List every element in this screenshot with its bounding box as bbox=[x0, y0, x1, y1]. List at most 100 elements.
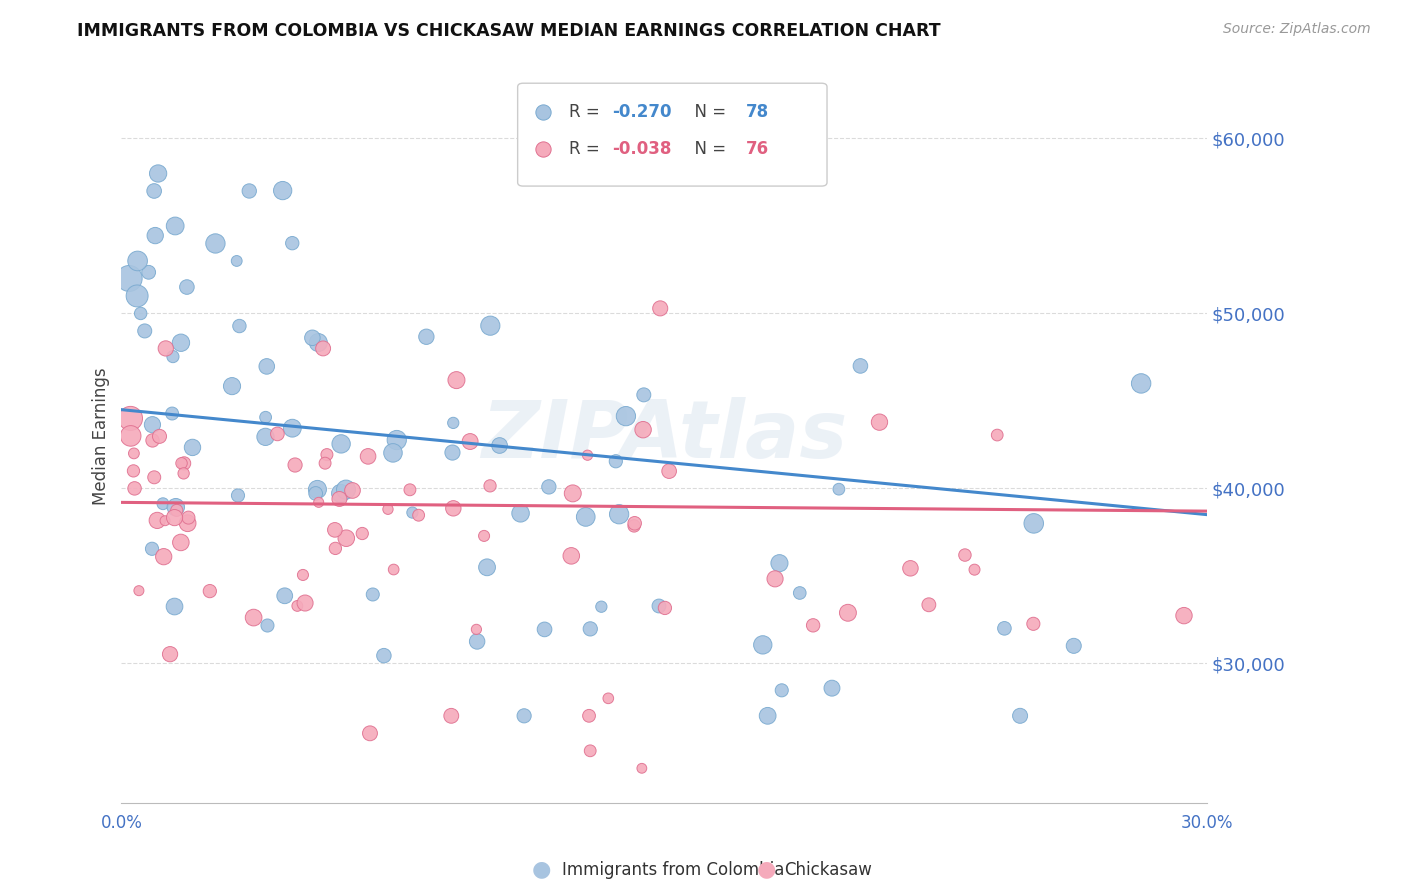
Point bbox=[472, 529, 495, 543]
Point bbox=[242, 610, 264, 624]
Text: ●: ● bbox=[531, 860, 551, 880]
Point bbox=[323, 523, 346, 537]
Point bbox=[986, 428, 1008, 442]
Point bbox=[284, 458, 307, 472]
Point bbox=[221, 379, 243, 393]
Point bbox=[828, 482, 851, 496]
Point bbox=[143, 228, 166, 243]
Text: Source: ZipAtlas.com: Source: ZipAtlas.com bbox=[1223, 22, 1371, 37]
Point bbox=[579, 744, 602, 758]
Text: ●: ● bbox=[756, 860, 776, 880]
Point bbox=[993, 621, 1015, 635]
Point bbox=[770, 683, 793, 698]
Point bbox=[768, 556, 790, 570]
Point bbox=[488, 438, 510, 452]
Point bbox=[357, 450, 380, 464]
Point bbox=[173, 456, 195, 470]
Point bbox=[373, 648, 395, 663]
Point bbox=[143, 470, 166, 484]
Point bbox=[963, 563, 986, 577]
Point bbox=[146, 513, 169, 527]
Point bbox=[605, 454, 627, 468]
Point bbox=[330, 437, 353, 451]
Point bbox=[163, 510, 186, 524]
Point bbox=[382, 446, 405, 460]
Point bbox=[415, 330, 437, 344]
Point bbox=[198, 584, 221, 599]
Point bbox=[591, 599, 613, 614]
Point bbox=[335, 531, 357, 545]
Point bbox=[177, 510, 200, 524]
Point bbox=[408, 508, 430, 523]
Point bbox=[575, 510, 598, 524]
Point bbox=[631, 761, 654, 775]
Point bbox=[465, 623, 488, 637]
Point bbox=[953, 548, 976, 562]
Point bbox=[118, 271, 141, 285]
Point bbox=[614, 409, 637, 424]
Point bbox=[148, 429, 170, 443]
Text: R =: R = bbox=[568, 103, 605, 121]
Point bbox=[120, 429, 142, 443]
Point bbox=[256, 618, 278, 632]
Point bbox=[631, 423, 654, 437]
Point bbox=[328, 491, 350, 506]
Point bbox=[120, 411, 142, 425]
Point bbox=[441, 416, 464, 430]
Text: -0.038: -0.038 bbox=[612, 140, 672, 159]
Point bbox=[465, 634, 488, 648]
Point bbox=[900, 561, 922, 575]
Point bbox=[285, 599, 308, 613]
Point bbox=[155, 342, 177, 356]
Point bbox=[1010, 708, 1032, 723]
Point bbox=[623, 519, 645, 533]
Point bbox=[176, 280, 198, 294]
Point bbox=[1063, 639, 1085, 653]
Point bbox=[254, 410, 277, 425]
Point bbox=[446, 373, 468, 387]
Point bbox=[170, 456, 193, 470]
Point bbox=[561, 486, 583, 500]
Point bbox=[128, 583, 150, 598]
Point bbox=[918, 598, 941, 612]
Point bbox=[342, 483, 364, 498]
Point bbox=[789, 586, 811, 600]
Point bbox=[623, 516, 645, 531]
Point bbox=[307, 483, 329, 497]
Text: -0.270: -0.270 bbox=[612, 103, 672, 121]
Point bbox=[204, 236, 226, 251]
Point bbox=[316, 448, 339, 462]
Point bbox=[801, 618, 824, 632]
Point bbox=[756, 708, 779, 723]
Point bbox=[176, 516, 198, 531]
Point bbox=[509, 506, 531, 520]
Text: Chickasaw: Chickasaw bbox=[785, 861, 873, 879]
Point bbox=[578, 708, 600, 723]
Point bbox=[361, 587, 384, 601]
Point bbox=[335, 483, 357, 497]
Point bbox=[152, 497, 174, 511]
Point bbox=[301, 331, 323, 345]
Point bbox=[165, 219, 187, 233]
Point bbox=[359, 726, 381, 740]
Point bbox=[385, 433, 408, 447]
Point bbox=[122, 464, 145, 478]
Point bbox=[173, 467, 195, 481]
Point bbox=[401, 506, 423, 520]
Text: 78: 78 bbox=[745, 103, 769, 121]
Point bbox=[138, 265, 160, 279]
Point bbox=[254, 430, 277, 444]
Point bbox=[352, 526, 374, 541]
Point bbox=[658, 464, 681, 478]
Point bbox=[274, 589, 297, 603]
Point bbox=[307, 335, 329, 350]
Point bbox=[869, 415, 891, 429]
Point bbox=[312, 342, 335, 356]
Point bbox=[181, 441, 204, 455]
Point bbox=[763, 572, 786, 586]
Point bbox=[479, 479, 502, 493]
Point bbox=[165, 500, 187, 515]
Point bbox=[837, 606, 859, 620]
Point bbox=[266, 426, 288, 441]
Point bbox=[305, 486, 328, 500]
